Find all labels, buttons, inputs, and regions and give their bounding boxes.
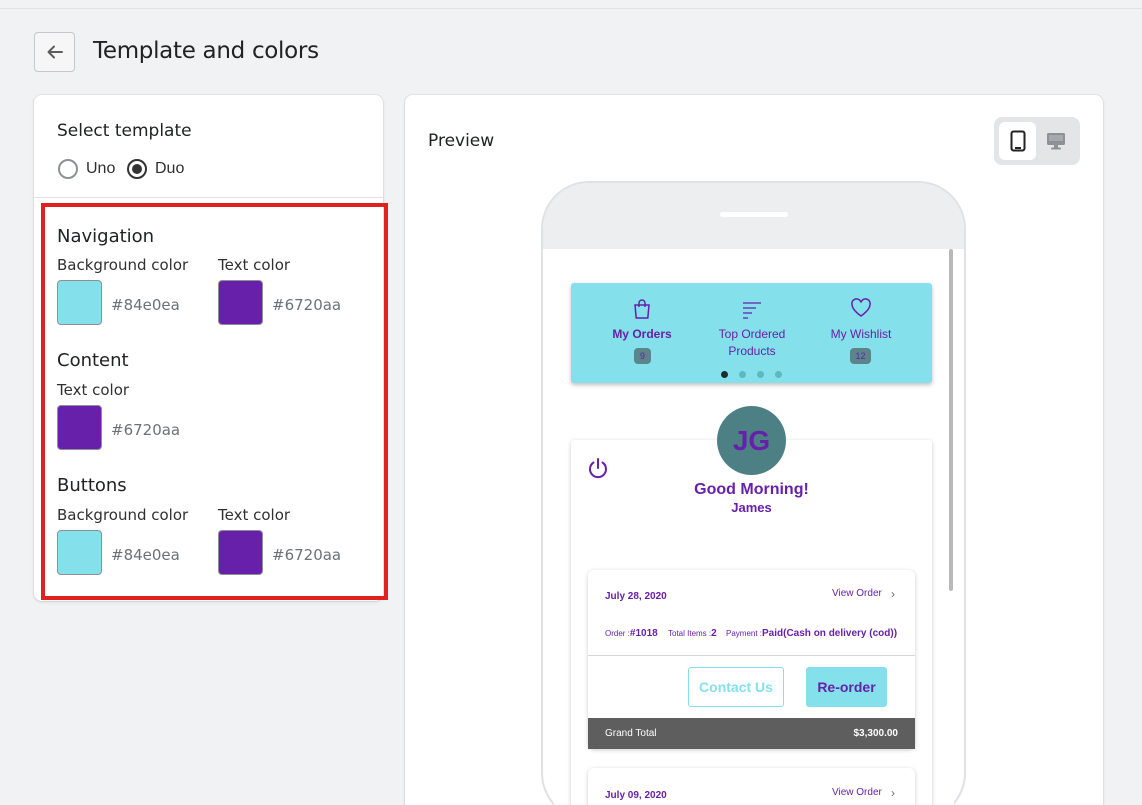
- carousel-dot[interactable]: [739, 371, 746, 378]
- grand-total-value: $3,300.00: [853, 728, 899, 739]
- preview-title: Preview: [428, 131, 495, 151]
- grand-total-bar: Grand Total $3,300.00: [588, 718, 915, 749]
- buttons-title: Buttons: [57, 475, 127, 496]
- orders-count-badge: 9: [634, 348, 651, 364]
- nav-bg-swatch[interactable]: [57, 280, 102, 325]
- total-items: Total Items :2: [668, 628, 717, 639]
- heart-icon: [851, 298, 871, 317]
- chevron-right-icon[interactable]: ›: [891, 587, 895, 601]
- order-date: July 28, 2020: [605, 591, 667, 602]
- settings-card: [34, 95, 383, 601]
- order-card: [588, 768, 915, 805]
- divider: [34, 197, 383, 198]
- radio-duo[interactable]: Duo: [127, 159, 184, 179]
- nav-item-my-wishlist[interactable]: My Wishlist: [820, 298, 902, 343]
- carousel-dot-active[interactable]: [721, 371, 728, 378]
- divider: [588, 655, 915, 656]
- order-number-value: #1018: [629, 628, 658, 639]
- sort-lines-icon: [743, 302, 761, 319]
- power-icon[interactable]: [587, 456, 609, 480]
- wishlist-count-badge: 12: [850, 348, 871, 364]
- order-date: July 09, 2020: [605, 790, 667, 801]
- carousel-dot[interactable]: [757, 371, 764, 378]
- nav-text-hex: #6720aa: [272, 296, 342, 314]
- nav-item-top-ordered[interactable]: Top Ordered Products: [707, 298, 797, 360]
- nav-item-label: My Orders: [612, 327, 672, 341]
- view-order-link[interactable]: View Order: [832, 787, 882, 798]
- radio-button[interactable]: [58, 159, 78, 179]
- desktop-view-button[interactable]: [1037, 122, 1074, 160]
- btn-bg-swatch[interactable]: [57, 530, 102, 575]
- content-text-label: Text color: [57, 381, 130, 399]
- arrow-left-icon: [47, 45, 63, 59]
- btn-bg-label: Background color: [57, 506, 189, 524]
- payment-status: Payment :Paid(Cash on delivery (cod)): [726, 628, 897, 639]
- preview-nav-bar: [571, 283, 932, 383]
- select-template-title: Select template: [57, 121, 192, 141]
- top-bar: [0, 0, 1142, 9]
- mobile-view-button[interactable]: [999, 122, 1036, 160]
- nav-item-label-line2: Products: [728, 344, 776, 358]
- btn-text-hex: #6720aa: [272, 546, 342, 564]
- content-text-hex: #6720aa: [111, 421, 181, 439]
- radio-uno[interactable]: Uno: [58, 159, 115, 179]
- radio-label: Uno: [86, 160, 116, 177]
- view-order-link[interactable]: View Order: [832, 588, 882, 599]
- total-items-label: Total Items :: [668, 629, 712, 638]
- page-title: Template and colors: [93, 38, 319, 64]
- chevron-right-icon[interactable]: ›: [891, 786, 895, 800]
- btn-text-swatch[interactable]: [218, 530, 263, 575]
- nav-item-label: Top Ordered: [718, 327, 786, 341]
- phone-speaker: [720, 212, 788, 217]
- order-number-label: Order :: [605, 629, 630, 638]
- nav-item-label: My Wishlist: [830, 327, 892, 341]
- radio-label: Duo: [155, 160, 185, 177]
- back-button[interactable]: [34, 32, 75, 72]
- mobile-icon: [1010, 130, 1025, 152]
- highlight-box: [41, 203, 388, 600]
- payment-value: Paid(Cash on delivery (cod)): [762, 628, 898, 639]
- user-name: James: [731, 500, 772, 515]
- greeting-text: Good Morning!: [694, 481, 809, 498]
- grand-total-label: Grand Total: [605, 728, 657, 739]
- nav-bg-label: Background color: [57, 256, 189, 274]
- desktop-icon: [1046, 133, 1065, 150]
- total-items-value: 2: [711, 628, 717, 639]
- nav-bg-hex: #84e0ea: [111, 296, 180, 314]
- reorder-button[interactable]: Re-order: [806, 667, 887, 707]
- content-text-swatch[interactable]: [57, 405, 102, 450]
- contact-us-button[interactable]: Contact Us: [688, 667, 784, 707]
- preview-scrollbar[interactable]: [949, 249, 953, 591]
- avatar: JG: [717, 406, 786, 475]
- nav-text-label: Text color: [218, 256, 291, 274]
- shopping-bag-icon: [634, 299, 650, 319]
- nav-text-swatch[interactable]: [218, 280, 263, 325]
- carousel-dot[interactable]: [775, 371, 782, 378]
- payment-label: Payment :: [726, 629, 763, 638]
- btn-text-label: Text color: [218, 506, 291, 524]
- radio-button-checked[interactable]: [127, 159, 147, 179]
- device-toggle: [994, 117, 1080, 165]
- btn-bg-hex: #84e0ea: [111, 546, 180, 564]
- navigation-title: Navigation: [57, 226, 155, 247]
- content-title: Content: [57, 350, 129, 371]
- nav-item-my-orders[interactable]: My Orders: [601, 298, 683, 343]
- order-number: Order :#1018: [605, 628, 658, 639]
